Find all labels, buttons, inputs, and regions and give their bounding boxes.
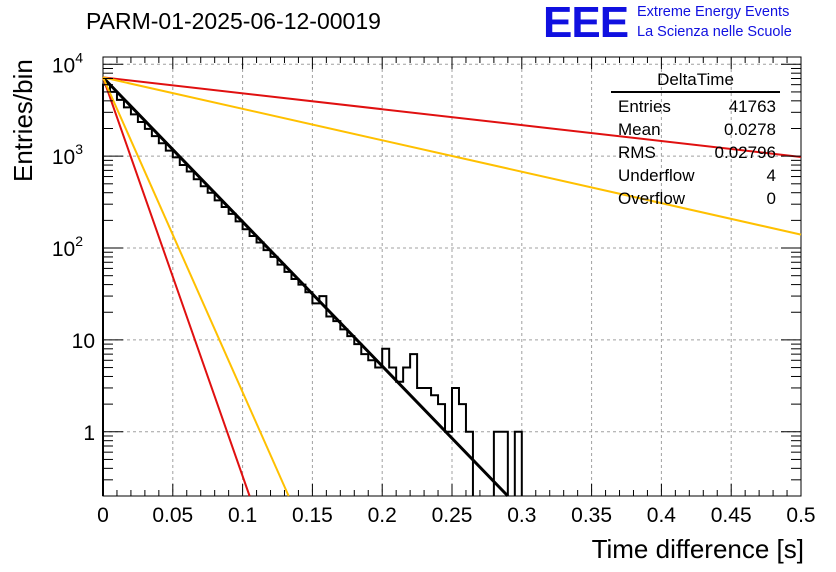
stats-label: Entries <box>618 97 671 116</box>
stats-label: Overflow <box>618 189 686 208</box>
y-tick-label: 102 <box>52 233 83 261</box>
histogram <box>102 83 523 496</box>
fit-line <box>102 77 251 497</box>
logo-line-2: La Scienza nelle Scuole <box>637 24 792 40</box>
fit-line <box>102 76 802 158</box>
x-tick-label: 0 <box>97 504 109 527</box>
x-tick-label: 0.2 <box>368 504 397 527</box>
x-tick-label: 0.45 <box>711 504 752 527</box>
fit-line <box>102 76 290 497</box>
y-axis-label: Entries/bin <box>8 59 38 182</box>
x-tick-label: 0.25 <box>432 504 473 527</box>
logo-line-1: Extreme Energy Events <box>637 4 790 20</box>
histogram-bins <box>492 430 509 496</box>
x-tick-label: 0.3 <box>507 504 536 527</box>
stats-label: Underflow <box>618 166 695 185</box>
x-tick-label: 0.5 <box>786 504 815 527</box>
stats-title: DeltaTime <box>611 70 780 93</box>
x-tick-label: 0.05 <box>152 504 193 527</box>
fit-line <box>101 76 509 498</box>
stats-box: DeltaTime Entries 41763 Mean 0.0278 RMS … <box>611 70 780 210</box>
stats-value: 0 <box>766 189 776 208</box>
histogram-bins <box>102 83 474 496</box>
stats-value: 41763 <box>728 97 776 116</box>
axes: 0 0.05 0.1 0.15 0.2 0.25 0.3 0.35 0.4 0.45 0.5 1 10 1… <box>52 49 816 527</box>
x-tick-label: 0.35 <box>571 504 612 527</box>
chart-title: PARM-01-2025-06-12-00019 <box>86 8 381 34</box>
fit-line <box>102 76 802 236</box>
histogram-bins <box>513 430 523 496</box>
stats-row-overflow: Overflow 0 <box>611 187 780 210</box>
x-tick-label: 0.15 <box>292 504 333 527</box>
y-tick-label: 1 <box>83 422 95 445</box>
y-tick-label: 10 <box>72 330 95 353</box>
fit-lines <box>101 76 802 498</box>
stats-label: RMS <box>618 143 656 162</box>
stats-value: 0.0278 <box>724 120 776 139</box>
eee-logo: EEE <box>543 0 629 47</box>
x-tick-label: 0.1 <box>228 504 257 527</box>
y-tick-label: 103 <box>52 141 83 169</box>
stats-row-rms: RMS 0.02796 <box>611 141 780 164</box>
stats-label: Mean <box>618 120 661 139</box>
stats-row-entries: Entries 41763 <box>611 95 780 118</box>
stats-row-mean: Mean 0.0278 <box>611 118 780 141</box>
stats-value: 0.02796 <box>714 143 776 162</box>
stats-value: 4 <box>766 166 776 185</box>
y-tick-label: 104 <box>52 49 83 77</box>
x-axis-label: Time difference [s] <box>591 534 804 564</box>
stats-row-underflow: Underflow 4 <box>611 164 780 187</box>
x-tick-label: 0.4 <box>647 504 677 527</box>
